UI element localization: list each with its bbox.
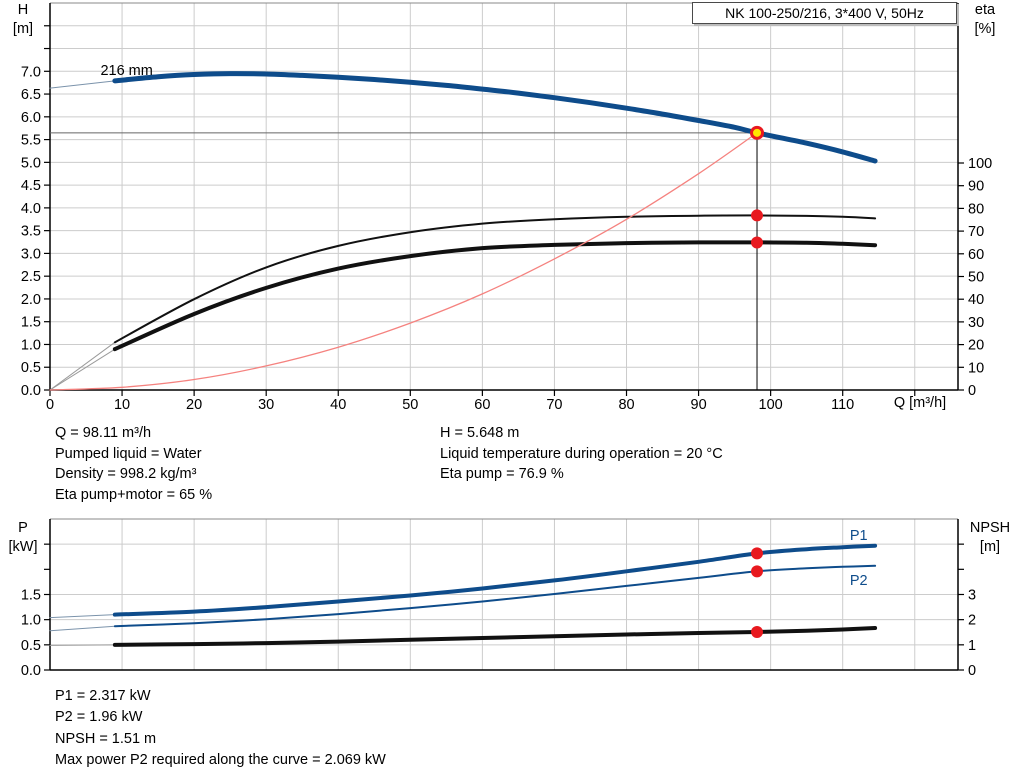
h-curve-216mm: [112, 71, 878, 164]
npsh-axis-unit: [m]: [979, 539, 1001, 555]
x-tick-label: 0: [46, 397, 54, 413]
x-tick-label: 30: [258, 397, 274, 413]
right-tick-label: 30: [968, 315, 984, 331]
left-tick-label: 4.5: [21, 178, 41, 194]
left-tick-label: 0.0: [21, 383, 41, 399]
right-tick-label: 50: [968, 270, 984, 286]
left-tick-label: 0.0: [21, 663, 41, 679]
x-tick-label: 40: [330, 397, 346, 413]
right-tick-label: 60: [968, 247, 984, 263]
h-axis-title: H: [17, 2, 29, 18]
duty-dot: [751, 625, 764, 638]
right-tick-label: 0: [968, 663, 976, 679]
p1-curve: [112, 543, 878, 617]
left-tick-label: 5.0: [21, 155, 41, 171]
npsh-lead: [49, 644, 116, 646]
left-tick-label: 3.0: [21, 246, 41, 262]
annotation-liquid-temp: Liquid temperature during operation = 20…: [440, 445, 723, 462]
duty-dot: [751, 209, 764, 222]
annotation-eta-pump-motor: Eta pump+motor = 65 %: [55, 486, 213, 503]
annotation-pumped-liquid: Pumped liquid = Water: [55, 445, 202, 462]
x-tick-label: 20: [186, 397, 202, 413]
right-tick-label: 80: [968, 201, 984, 217]
duty-point-marker[interactable]: [750, 125, 765, 140]
right-tick-label: 3: [968, 587, 976, 603]
h-axis-unit: [m]: [12, 21, 34, 37]
duty-annotations-right: H = 5.648 m Liquid temperature during op…: [440, 423, 723, 485]
p2-curve-label: P2: [850, 573, 868, 589]
h-curve-216mm-label: 216 mm: [100, 63, 152, 79]
x-tick-label: 80: [618, 397, 634, 413]
eta-pump-motor-curve: [112, 240, 878, 352]
power-annotations: P1 = 2.317 kW P2 = 1.96 kW NPSH = 1.51 m…: [55, 686, 386, 771]
duty-dot: [751, 547, 764, 560]
left-tick-label: 1.5: [21, 315, 41, 331]
eta-pump-lead: [49, 341, 116, 391]
right-tick-label: 70: [968, 224, 984, 240]
left-tick-label: 1.5: [21, 588, 41, 604]
left-tick-label: 0.5: [21, 638, 41, 654]
p2-curve: [113, 564, 877, 628]
annotation-npsh: NPSH = 1.51 m: [55, 730, 157, 747]
eta-pump-motor-lead: [49, 348, 116, 391]
right-tick-label: 90: [968, 179, 984, 195]
right-tick-label: 1: [968, 638, 976, 654]
right-tick-label: 40: [968, 292, 984, 308]
annotation-p1: P1 = 2.317 kW: [55, 688, 151, 704]
left-tick-label: 2.0: [21, 292, 41, 308]
x-tick-label: 60: [474, 397, 490, 413]
duty-dot: [751, 565, 764, 578]
eta-pump-curve: [113, 214, 877, 344]
right-tick-label: 10: [968, 360, 984, 376]
left-tick-label: 2.5: [21, 269, 41, 285]
annotation-density: Density = 998.2 kg/m³: [55, 466, 197, 482]
right-tick-label: 100: [968, 156, 992, 172]
annotation-p2: P2 = 1.96 kW: [55, 709, 143, 726]
annotation-eta-pump: Eta pump = 76.9 %: [440, 466, 564, 482]
left-tick-label: 5.5: [21, 133, 41, 149]
duty-annotations-left: Q = 98.11 m³/h Pumped liquid = Water Den…: [55, 423, 212, 505]
left-tick-label: 6.0: [21, 110, 41, 126]
x-tick-label: 50: [402, 397, 418, 413]
right-tick-label: 0: [968, 383, 976, 399]
system-curve: [49, 132, 758, 391]
x-tick-label: 10: [114, 397, 130, 413]
left-tick-label: 1.0: [21, 337, 41, 353]
x-tick-label: 110: [831, 397, 854, 413]
annotation-max-p2: Max power P2 required along the curve = …: [55, 751, 386, 768]
left-tick-label: 6.5: [21, 87, 41, 103]
p-axis-unit: [kW]: [8, 539, 38, 555]
p1-lead: [49, 614, 116, 619]
right-tick-label: 2: [968, 613, 976, 629]
p-axis-title: P: [18, 520, 28, 536]
left-tick-label: 1.0: [21, 613, 41, 629]
p1-curve-label: P1: [850, 528, 868, 544]
x-tick-label: 70: [546, 397, 562, 413]
duty-dot: [751, 236, 764, 249]
annotation-h: H = 5.648 m: [440, 425, 520, 441]
x-tick-label: 90: [691, 397, 707, 413]
left-tick-label: 3.5: [21, 224, 41, 240]
left-tick-label: 0.5: [21, 360, 41, 376]
h-curve-lead: [49, 80, 116, 89]
eta-axis-unit: [%]: [974, 21, 996, 37]
npsh-axis-title: NPSH: [969, 520, 1011, 536]
left-tick-label: 7.0: [21, 64, 41, 80]
eta-axis-title: eta: [974, 2, 996, 18]
right-tick-label: 20: [968, 338, 984, 354]
p2-lead: [49, 625, 116, 632]
left-tick-label: 4.0: [21, 201, 41, 217]
q-axis-title: Q [m³/h]: [893, 395, 947, 411]
x-tick-label: 100: [759, 397, 783, 413]
annotation-q: Q = 98.11 m³/h: [55, 425, 152, 441]
pump-title-box: NK 100-250/216, 3*400 V, 50Hz: [692, 2, 957, 24]
npsh-curve: [112, 626, 878, 647]
